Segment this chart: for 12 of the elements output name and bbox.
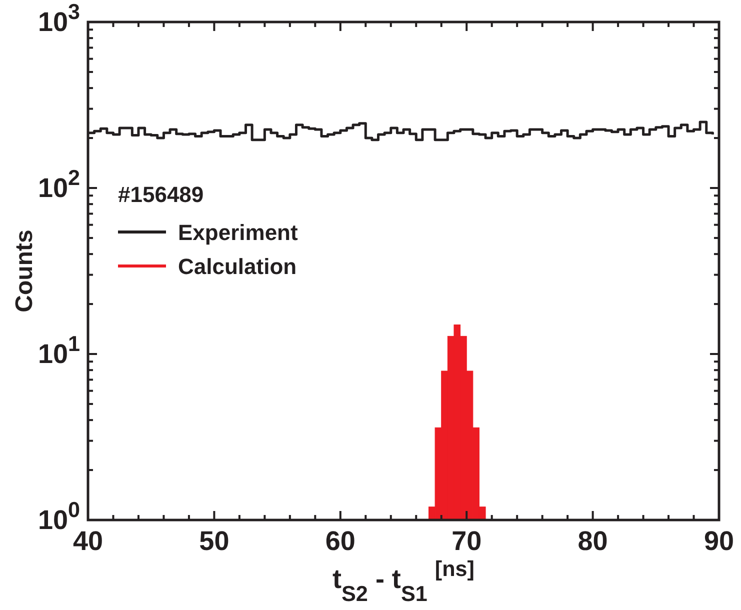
y-tick-label: 10$^{3}$ xyxy=(38,0,80,37)
x-tick-label: 90 xyxy=(704,526,734,556)
x-tick-label: 60 xyxy=(325,526,356,556)
legend-label: Calculation xyxy=(178,254,297,279)
y-tick-label: 10$^{1}$ xyxy=(38,330,80,369)
y-tick-label: 10$^{2}$ xyxy=(38,164,80,203)
x-tick-label: 50 xyxy=(199,526,230,556)
x-tick-label: 70 xyxy=(452,526,482,556)
legend-title: #156489 xyxy=(118,182,204,207)
legend-label: Experiment xyxy=(178,220,298,245)
y-axis-title: Counts xyxy=(11,230,38,312)
x-tick-label: 80 xyxy=(578,526,608,556)
